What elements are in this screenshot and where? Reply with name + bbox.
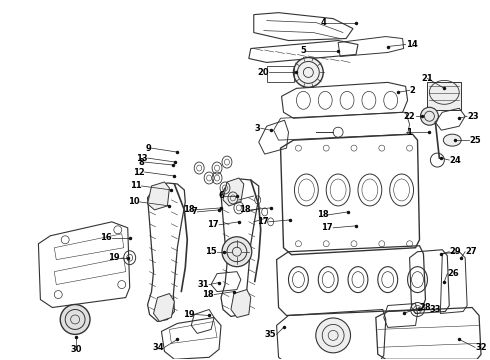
Text: 16: 16 [100,233,112,242]
Text: 3: 3 [255,124,261,133]
Text: 5: 5 [300,46,306,55]
Text: 20: 20 [257,68,269,77]
Text: 17: 17 [207,220,219,229]
Text: 1: 1 [406,128,412,137]
Text: 11: 11 [130,181,142,190]
Text: 28: 28 [419,303,431,312]
Polygon shape [153,293,174,321]
Text: 6: 6 [218,192,224,201]
Text: 10: 10 [128,197,140,206]
Text: 19: 19 [108,253,120,262]
Text: 19: 19 [183,310,194,319]
Text: 4: 4 [320,18,326,27]
Text: 29: 29 [449,247,461,256]
Text: 27: 27 [465,247,477,256]
Text: 33: 33 [429,305,441,314]
Text: 12: 12 [133,167,145,176]
Text: 15: 15 [205,247,217,256]
Ellipse shape [60,305,90,334]
Text: 21: 21 [421,74,433,83]
Ellipse shape [222,237,252,267]
Ellipse shape [294,58,323,87]
Text: 26: 26 [447,269,459,278]
Text: 2: 2 [410,86,416,95]
Text: 13: 13 [136,154,147,163]
Text: 31: 31 [197,280,209,289]
Text: 14: 14 [406,40,417,49]
Text: 34: 34 [153,343,165,352]
Bar [267,67,294,82]
Ellipse shape [443,134,461,146]
Text: 18: 18 [239,206,251,215]
Polygon shape [231,289,251,318]
Ellipse shape [420,107,439,125]
Text: 30: 30 [71,345,82,354]
Text: 18: 18 [183,206,194,215]
Text: 25: 25 [469,136,481,145]
Text: 7: 7 [192,207,197,216]
Ellipse shape [316,318,350,353]
Text: 8: 8 [139,158,145,167]
Text: 22: 22 [404,112,416,121]
Bar [427,82,461,110]
Text: 18: 18 [202,290,214,299]
Text: 35: 35 [265,330,276,339]
Text: 32: 32 [475,343,487,352]
Text: 18: 18 [317,210,328,219]
Text: 9: 9 [146,144,151,153]
Polygon shape [147,182,170,210]
Text: 23: 23 [467,112,479,121]
Text: 17: 17 [257,217,269,226]
Text: 24: 24 [449,156,461,165]
Polygon shape [223,178,244,206]
Text: 17: 17 [321,223,333,232]
